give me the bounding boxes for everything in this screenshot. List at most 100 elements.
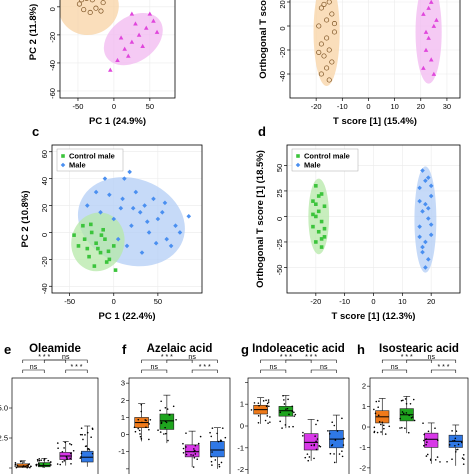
y-axis-label: PC 2 (10.8%) — [20, 190, 31, 247]
observation-point — [401, 411, 404, 413]
observation-point — [214, 459, 217, 461]
observation-point — [253, 402, 256, 404]
x-tick-label: -20 — [310, 297, 321, 306]
observation-point — [79, 433, 82, 436]
observation-point — [220, 461, 223, 464]
observation-point — [28, 463, 31, 465]
point-green — [319, 237, 324, 241]
observation-point — [19, 460, 22, 463]
observation-point — [399, 417, 402, 420]
observation-point — [455, 430, 458, 433]
point-green — [76, 244, 81, 248]
point-blue — [420, 209, 425, 214]
y-tick-label: 0 — [278, 26, 287, 30]
observation-point — [382, 424, 385, 427]
y-tick-label: 1 — [240, 400, 244, 409]
observation-point — [306, 453, 309, 455]
observation-point — [157, 429, 159, 431]
point-blue — [173, 223, 178, 229]
point-blue — [122, 176, 127, 181]
observation-point — [377, 406, 379, 409]
observation-point — [258, 404, 260, 407]
point-blue — [417, 198, 422, 204]
observation-point — [333, 424, 336, 427]
observation-point — [137, 418, 140, 421]
point-green — [96, 246, 100, 251]
observation-point — [405, 402, 408, 405]
observation-point — [137, 427, 140, 430]
observation-point — [70, 462, 72, 465]
observation-point — [160, 400, 162, 403]
significance-label: * * * — [401, 354, 413, 361]
observation-point — [342, 444, 345, 446]
observation-point — [43, 458, 46, 460]
plot-frame — [59, 0, 176, 99]
point-green — [103, 237, 107, 241]
panel-g: Indoleacetic acid* * * * * *ns ns-2-101 — [237, 343, 350, 474]
y-tick-label: 5.0 — [0, 404, 8, 413]
y-tick-label: 25 — [275, 189, 284, 197]
point-blue — [98, 209, 103, 215]
observation-point — [210, 435, 213, 438]
x-tick-label: 50 — [146, 102, 154, 111]
y-tick-label: 1 — [362, 402, 366, 411]
observation-point — [211, 464, 213, 466]
point-magenta — [426, 5, 431, 10]
legend-box — [291, 148, 359, 172]
confidence-ellipse-orange — [60, 0, 119, 36]
observation-point — [331, 443, 334, 446]
y-tick-label: 60 — [40, 150, 49, 158]
observation-point — [163, 433, 165, 435]
point-blue — [84, 203, 90, 208]
point-blue — [111, 216, 117, 222]
significance-bracket — [310, 369, 337, 373]
observation-point — [182, 451, 185, 454]
observation-point — [81, 433, 83, 436]
observation-point — [164, 420, 167, 423]
observation-point — [429, 458, 432, 461]
significance-bracket — [430, 369, 457, 373]
observation-point — [72, 449, 75, 452]
point-blue — [137, 209, 143, 215]
point-orange — [326, 0, 332, 5]
significance-bracket — [406, 359, 457, 363]
significance-label: ns — [428, 354, 436, 361]
x-axis-label: T score [1] (15.4%) — [333, 116, 417, 127]
x-axis-label: PC 1 (22.4%) — [98, 311, 155, 322]
observation-point — [262, 400, 265, 402]
observation-point — [282, 394, 284, 397]
panel-c: -50 0 50 -40 -20 0 20 40 60 PC 1 (22.4%) PC 2 (10.… — [20, 144, 203, 322]
point-blue — [142, 203, 147, 208]
y-tick-label: -50 — [275, 265, 284, 276]
observation-point — [194, 444, 197, 447]
observation-point — [64, 441, 66, 444]
point-magenta — [118, 35, 124, 40]
x-tick-label: 0 — [371, 297, 375, 306]
observation-point — [257, 421, 260, 424]
point-green — [94, 241, 98, 246]
observation-point — [185, 453, 188, 456]
observation-point — [453, 439, 456, 442]
significance-bracket — [191, 369, 218, 373]
observation-point — [425, 455, 428, 457]
observation-point — [224, 436, 227, 439]
panel-d: -20 -10 0 10 20 -50 -25 0 25 50 T score [1] (12.3%… — [255, 144, 461, 322]
observation-point — [182, 447, 185, 450]
significance-bracket — [166, 359, 218, 363]
observation-point — [26, 464, 28, 467]
significance-label: ns — [30, 364, 38, 371]
observation-point — [192, 466, 195, 468]
observation-point — [327, 430, 329, 432]
observation-point — [14, 462, 17, 464]
panel-letter-f: f — [122, 342, 127, 357]
point-magenta — [108, 67, 113, 72]
point-green — [322, 204, 327, 209]
point-magenta — [423, 47, 429, 52]
observation-point — [425, 438, 428, 440]
x-tick-label: -50 — [73, 102, 84, 111]
point-blue — [417, 234, 422, 240]
observation-point — [15, 466, 18, 469]
x-axis-label: T score [1] (12.3%) — [332, 311, 416, 322]
panel-letter-g: g — [241, 342, 249, 357]
point-orange — [81, 7, 87, 13]
